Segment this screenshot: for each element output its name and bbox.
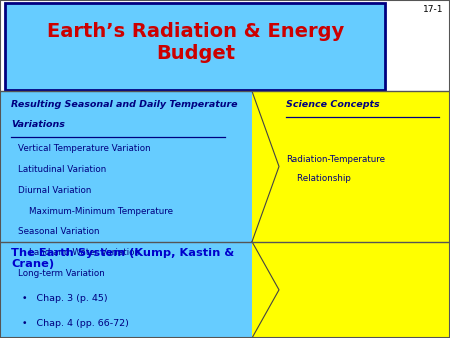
Polygon shape bbox=[252, 242, 279, 338]
Text: Vertical Temperature Variation: Vertical Temperature Variation bbox=[18, 144, 151, 153]
Text: Earth’s Radiation & Energy
Budget: Earth’s Radiation & Energy Budget bbox=[47, 22, 344, 63]
Text: •   Chap. 4 (pp. 66-72): • Chap. 4 (pp. 66-72) bbox=[22, 319, 130, 329]
FancyBboxPatch shape bbox=[0, 242, 450, 338]
Text: Relationship: Relationship bbox=[286, 174, 351, 183]
Text: Long-term Variation: Long-term Variation bbox=[18, 269, 105, 279]
Text: The Earth System (Kump, Kastin &
Crane): The Earth System (Kump, Kastin & Crane) bbox=[11, 248, 234, 269]
Text: •   Chap. 3 (p. 45): • Chap. 3 (p. 45) bbox=[22, 294, 108, 303]
Polygon shape bbox=[252, 91, 279, 242]
Text: Variations: Variations bbox=[11, 120, 65, 129]
FancyBboxPatch shape bbox=[0, 242, 252, 338]
Text: Science Concepts: Science Concepts bbox=[286, 100, 379, 109]
FancyBboxPatch shape bbox=[0, 91, 450, 242]
Text: 17-1: 17-1 bbox=[423, 5, 443, 14]
Text: Seasonal Variation: Seasonal Variation bbox=[18, 227, 99, 237]
Text: Latitudinal Variation: Latitudinal Variation bbox=[18, 165, 106, 174]
FancyBboxPatch shape bbox=[4, 3, 385, 90]
Text: Land and Water Variation: Land and Water Variation bbox=[18, 248, 140, 258]
Text: Maximum-Minimum Temperature: Maximum-Minimum Temperature bbox=[18, 207, 173, 216]
FancyBboxPatch shape bbox=[0, 91, 252, 242]
Text: Radiation-Temperature: Radiation-Temperature bbox=[286, 155, 385, 165]
Text: Diurnal Variation: Diurnal Variation bbox=[18, 186, 91, 195]
Text: Resulting Seasonal and Daily Temperature: Resulting Seasonal and Daily Temperature bbox=[11, 100, 238, 109]
